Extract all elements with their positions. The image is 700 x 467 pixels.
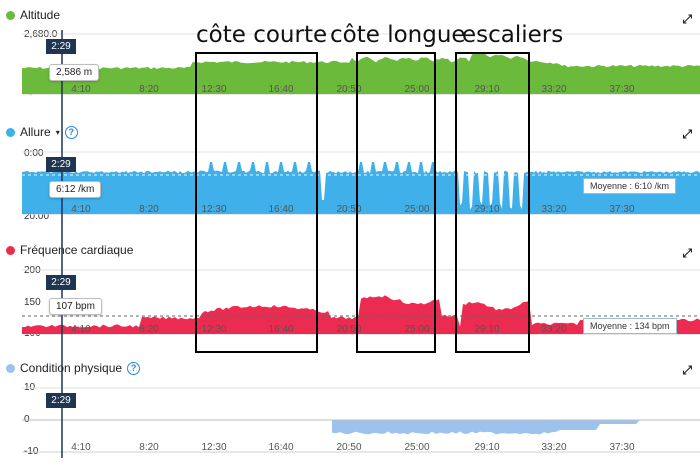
x-tick-label: 8:20 (139, 84, 159, 95)
x-tick-label: 12:30 (201, 324, 226, 335)
heart-rate-tooltip: 107 bpm (49, 298, 102, 315)
x-tick-label: 29:10 (474, 204, 499, 215)
x-tick-label: 16:40 (268, 84, 293, 95)
altitude-cursor-time: 2:29 (46, 39, 76, 54)
x-tick-label: 16:40 (268, 324, 293, 335)
altitude-title: Altitude (20, 8, 61, 22)
pace-cursor-time: 2:29 (46, 157, 76, 172)
x-tick-label: 29:10 (474, 442, 499, 453)
condition-legend-dot (6, 363, 15, 373)
pace-title: Allure (20, 125, 51, 139)
heart-rate-title-group: Fréquence cardiaque (6, 243, 133, 257)
condition-title: Condition physique (20, 361, 123, 375)
pace-title-group: Allure ▾ ? (6, 125, 78, 139)
x-tick-label: 20:50 (336, 84, 361, 95)
altitude-tooltip: 2,586 m (49, 64, 100, 81)
x-tick-label: 25:00 (404, 442, 429, 453)
help-icon[interactable]: ? (64, 125, 78, 139)
x-tick-label: 37:30 (609, 204, 634, 215)
x-tick-label: 8:20 (139, 442, 159, 453)
x-tick-label: 12:30 (201, 204, 226, 215)
x-tick-label: 33:20 (541, 84, 566, 95)
help-icon[interactable]: ? (127, 361, 141, 375)
heart-rate-title: Fréquence cardiaque (20, 243, 134, 257)
pace-y-top: 0:00 (24, 148, 44, 159)
x-tick-label: 33:20 (541, 442, 566, 453)
chevron-down-icon[interactable]: ▾ (55, 127, 60, 137)
x-tick-label: 20:50 (336, 324, 361, 335)
condition-cursor-time: 2:29 (46, 393, 76, 408)
annotation-label-stairs: escaliers (462, 22, 564, 48)
x-tick-label: 33:20 (541, 324, 566, 335)
x-tick-label: 25:00 (404, 204, 429, 215)
annotation-label-long-climb: côte longue (330, 22, 466, 48)
pace-y-bottom: 20:00 (24, 211, 50, 222)
altitude-expand-icon[interactable]: ⤢ (682, 12, 692, 26)
heart-rate-y-label: 150 (24, 297, 41, 308)
x-tick-label: 37:30 (609, 84, 634, 95)
annotation-box-long-climb (356, 52, 436, 353)
x-tick-label: 4:10 (71, 442, 91, 453)
x-tick-label: 33:20 (541, 204, 566, 215)
x-tick-label: 20:50 (336, 204, 361, 215)
x-tick-label: 12:30 (201, 442, 226, 453)
x-tick-label: 25:00 (404, 324, 429, 335)
pace-average-badge: Moyenne : 6:10 /km (583, 178, 677, 194)
condition-expand-icon[interactable]: ⤢ (682, 363, 692, 377)
pace-tooltip: 6:12 /km (49, 181, 102, 198)
x-tick-label: 12:30 (201, 84, 226, 95)
annotation-box-stairs (455, 52, 530, 353)
x-tick-label: 8:20 (139, 324, 159, 335)
condition-area (332, 420, 700, 435)
x-tick-label: 29:10 (474, 84, 499, 95)
pace-legend-dot (6, 127, 15, 137)
pace-expand-icon[interactable]: ⤢ (682, 127, 692, 141)
x-tick-label: 25:00 (404, 84, 429, 95)
heart-rate-area (22, 295, 700, 334)
x-tick-label: 4:10 (71, 324, 91, 335)
x-tick-label: 4:10 (71, 204, 91, 215)
x-tick-label: 16:40 (268, 442, 293, 453)
x-tick-label: 8:20 (139, 204, 159, 215)
x-tick-label: 37:30 (609, 442, 634, 453)
heart-rate-average-badge: Moyenne : 134 bpm (583, 318, 677, 334)
altitude-legend-dot (6, 10, 15, 20)
x-tick-label: 4:10 (71, 84, 91, 95)
heart-rate-expand-icon[interactable]: ⤢ (682, 246, 692, 260)
annotation-label-short-climb: côte courte (196, 22, 328, 48)
x-tick-label: 29:10 (474, 324, 499, 335)
heart-rate-legend-dot (6, 245, 15, 255)
annotation-box-short-climb (195, 52, 318, 353)
condition-title-group: Condition physique ? (6, 361, 141, 375)
x-tick-label: 16:40 (268, 204, 293, 215)
altitude-area (22, 52, 700, 94)
heart-rate-cursor-time: 2:29 (46, 275, 76, 290)
altitude-title-group: Altitude (6, 8, 60, 22)
x-tick-label: 20:50 (336, 442, 361, 453)
